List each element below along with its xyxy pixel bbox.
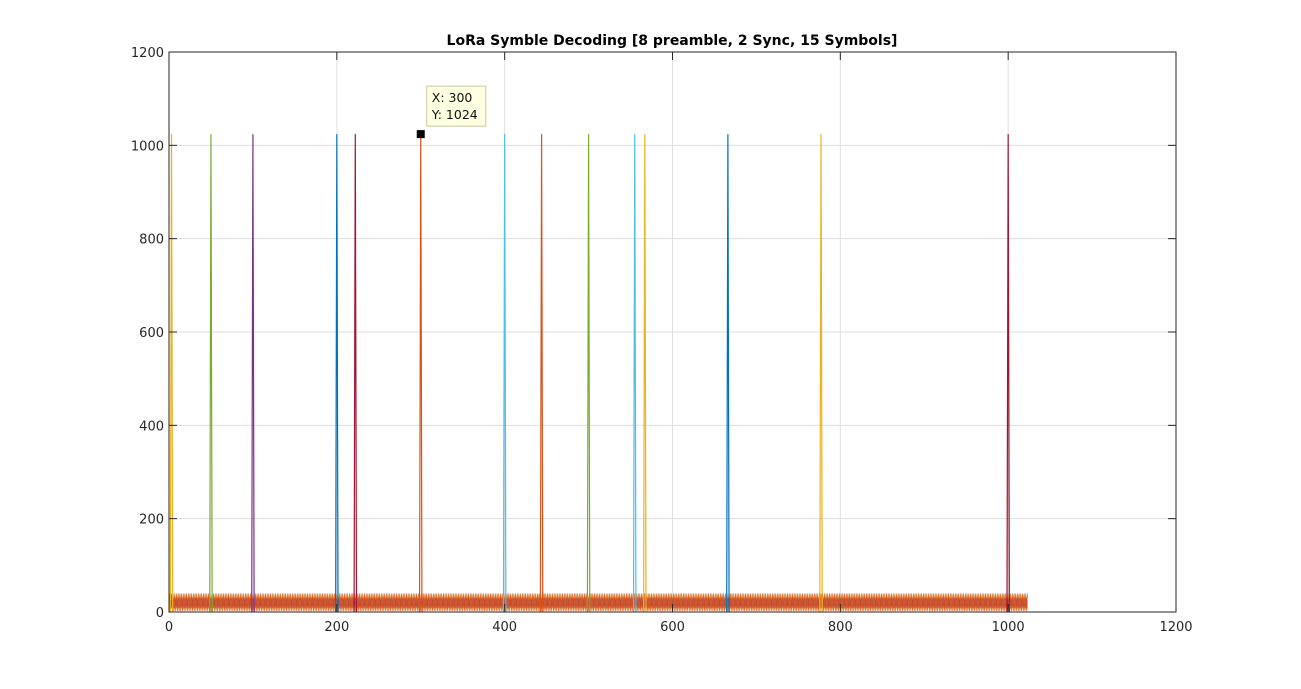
noise-series-3 bbox=[168, 597, 1028, 609]
x-tick-label-6: 1200 bbox=[1159, 620, 1192, 635]
y-tick-label-1: 200 bbox=[139, 513, 164, 528]
peak-6 bbox=[502, 134, 507, 613]
noise-floor-series bbox=[168, 593, 1028, 612]
peak-7 bbox=[539, 134, 544, 613]
datatip-x-label: X: 300 bbox=[432, 90, 473, 105]
x-tick-label-5: 1000 bbox=[992, 620, 1025, 635]
x-tick-label-3: 600 bbox=[660, 620, 685, 635]
peak-10 bbox=[643, 134, 647, 613]
plot-area: 0 200 400 600 800 1000 1200 0 200 400 600 800 1000 1… bbox=[131, 46, 1193, 635]
y-tick-labels: 0 200 400 600 800 1000 1200 bbox=[131, 46, 164, 621]
x-tick-label-0: 0 bbox=[165, 620, 173, 635]
x-tick-label-2: 400 bbox=[492, 620, 517, 635]
peak-9 bbox=[632, 134, 637, 613]
y-tick-label-6: 1200 bbox=[131, 46, 164, 61]
peak-3 bbox=[335, 134, 339, 613]
peak-series bbox=[169, 134, 1010, 613]
peak-13 bbox=[1006, 134, 1010, 613]
axis-ticks bbox=[168, 51, 1177, 613]
datatip-marker[interactable] bbox=[416, 130, 425, 139]
datatip[interactable]: X: 300 Y: 1024 bbox=[416, 85, 487, 139]
datatip-y-label: Y: 1024 bbox=[431, 107, 478, 122]
peak-8 bbox=[586, 134, 591, 613]
x-tick-label-4: 800 bbox=[828, 620, 853, 635]
peak-1 bbox=[209, 134, 213, 613]
x-tick-label-1: 200 bbox=[324, 620, 349, 635]
y-tick-label-5: 1000 bbox=[131, 139, 164, 154]
peak-12 bbox=[819, 134, 823, 613]
peak-4 bbox=[353, 134, 358, 613]
peak-0 bbox=[169, 134, 174, 613]
y-tick-label-0: 0 bbox=[156, 606, 164, 621]
peak-11 bbox=[726, 134, 730, 613]
y-tick-label-2: 400 bbox=[139, 419, 164, 434]
datatip-box bbox=[426, 85, 487, 127]
peak-2 bbox=[251, 134, 255, 613]
y-tick-label-3: 600 bbox=[139, 326, 164, 341]
chart-title: LoRa Symble Decoding [8 preamble, 2 Sync… bbox=[447, 33, 898, 49]
x-tick-labels: 0 200 400 600 800 1000 1200 bbox=[165, 620, 1193, 635]
y-tick-label-4: 800 bbox=[139, 233, 164, 248]
